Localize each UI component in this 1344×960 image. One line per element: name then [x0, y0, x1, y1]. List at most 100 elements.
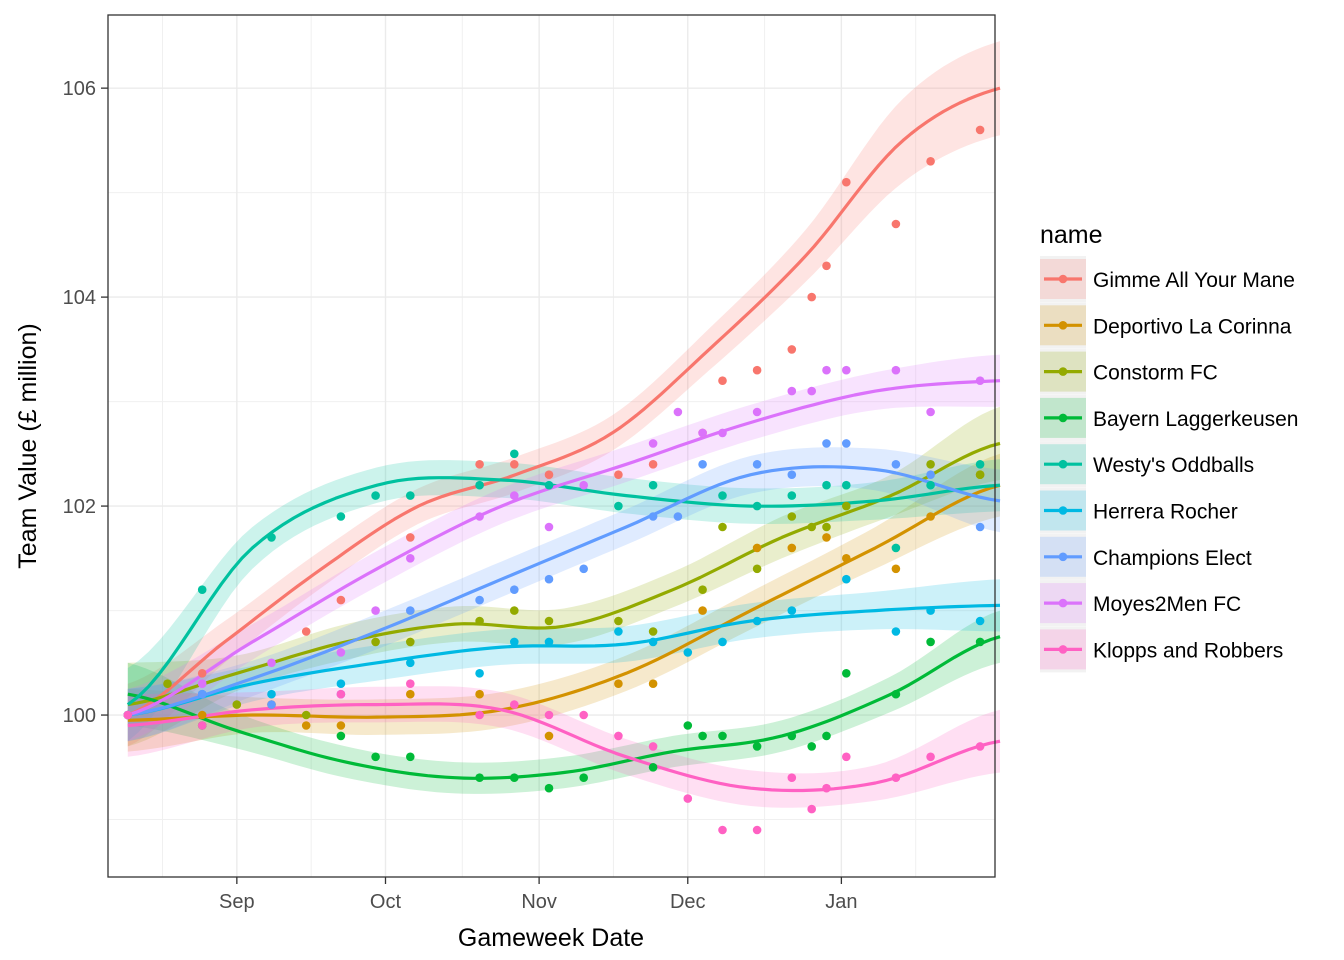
data-point: [301, 710, 311, 720]
data-point: [648, 763, 658, 772]
data-point: [807, 742, 816, 751]
data-point: [718, 491, 727, 500]
data-point: [975, 616, 985, 626]
legend-key-point: [1058, 321, 1068, 330]
data-point: [301, 721, 311, 730]
data-point: [475, 460, 484, 469]
data-point: [371, 606, 380, 615]
data-point: [336, 512, 346, 521]
data-point: [475, 512, 484, 521]
data-point: [614, 627, 623, 636]
data-point: [614, 679, 623, 688]
data-point: [336, 731, 346, 741]
data-point: [842, 669, 851, 678]
data-point: [197, 669, 207, 678]
confidence-band: [127, 41, 1001, 747]
data-point: [787, 543, 797, 553]
data-point: [926, 157, 935, 166]
data-point: [475, 669, 484, 678]
data-point: [842, 501, 851, 511]
data-point: [842, 365, 851, 375]
data-point: [718, 731, 727, 741]
data-point: [648, 512, 658, 521]
data-point: [371, 491, 380, 500]
data-point: [475, 616, 484, 626]
data-point: [406, 533, 415, 542]
data-point: [752, 407, 762, 417]
legend-label: Westy's Oddballs: [1093, 454, 1254, 477]
data-point: [807, 522, 816, 532]
data-point: [926, 460, 935, 469]
data-point: [544, 731, 554, 741]
x-tick-label: Jan: [825, 891, 857, 913]
data-point: [406, 637, 415, 647]
data-point: [197, 710, 207, 720]
legend-label: Moyes2Men FC: [1093, 593, 1241, 616]
data-point: [787, 512, 797, 521]
data-point: [614, 616, 623, 626]
data-point: [544, 783, 554, 793]
data-point: [371, 637, 380, 647]
y-axis-ticks: 100 102 104 106: [63, 78, 108, 727]
data-point: [510, 585, 519, 594]
data-point: [698, 606, 707, 615]
legend-key-point: [1058, 274, 1068, 284]
data-point: [842, 439, 851, 448]
data-point: [975, 460, 985, 469]
data-point: [614, 501, 623, 511]
data-point: [648, 742, 658, 751]
legend-items: Gimme All Your Mane Deportivo La Corinna C…: [1040, 256, 1298, 673]
data-point: [926, 752, 935, 762]
smooth-line: [127, 483, 1001, 722]
data-point: [475, 480, 484, 490]
data-point: [406, 491, 415, 500]
data-point: [752, 501, 762, 511]
data-point: [301, 627, 311, 636]
y-tick-label: 106: [63, 78, 96, 100]
data-point: [406, 752, 415, 762]
data-point: [807, 292, 816, 302]
data-point: [406, 658, 415, 668]
data-point: [891, 543, 901, 553]
data-point: [648, 480, 658, 490]
confidence-band: [127, 459, 1001, 742]
legend-label: Deportivo La Corinna: [1093, 315, 1292, 338]
data-point: [822, 261, 831, 271]
data-point: [648, 627, 658, 636]
smooth-lines: [126, 86, 1001, 793]
data-point: [926, 606, 935, 615]
data-point: [406, 606, 415, 615]
data-point: [975, 125, 985, 135]
data-point: [926, 512, 935, 521]
data-point: [975, 470, 985, 480]
data-point: [336, 595, 346, 605]
data-point: [544, 637, 554, 647]
data-point: [891, 773, 901, 782]
data-point: [975, 637, 985, 647]
data-point: [891, 219, 901, 229]
data-point: [197, 721, 207, 730]
data-point: [787, 731, 797, 741]
data-points: [123, 125, 985, 835]
data-point: [787, 470, 797, 480]
data-point: [975, 522, 985, 532]
data-point: [891, 460, 901, 469]
data-point: [510, 449, 519, 459]
data-point: [544, 522, 554, 532]
data-point: [891, 365, 901, 375]
legend-key-point: [1058, 367, 1068, 376]
legend-label: Bayern Laggerkeusen: [1093, 408, 1298, 431]
y-tick-label: 104: [63, 287, 96, 309]
data-point: [544, 710, 554, 720]
data-point: [475, 710, 484, 720]
data-point: [752, 616, 762, 626]
legend-key-point: [1058, 598, 1068, 608]
data-point: [718, 428, 727, 438]
data-point: [336, 648, 346, 657]
data-point: [197, 689, 207, 699]
data-point: [267, 658, 276, 668]
data-point: [752, 365, 762, 375]
data-point: [197, 585, 207, 594]
data-point: [648, 439, 658, 448]
